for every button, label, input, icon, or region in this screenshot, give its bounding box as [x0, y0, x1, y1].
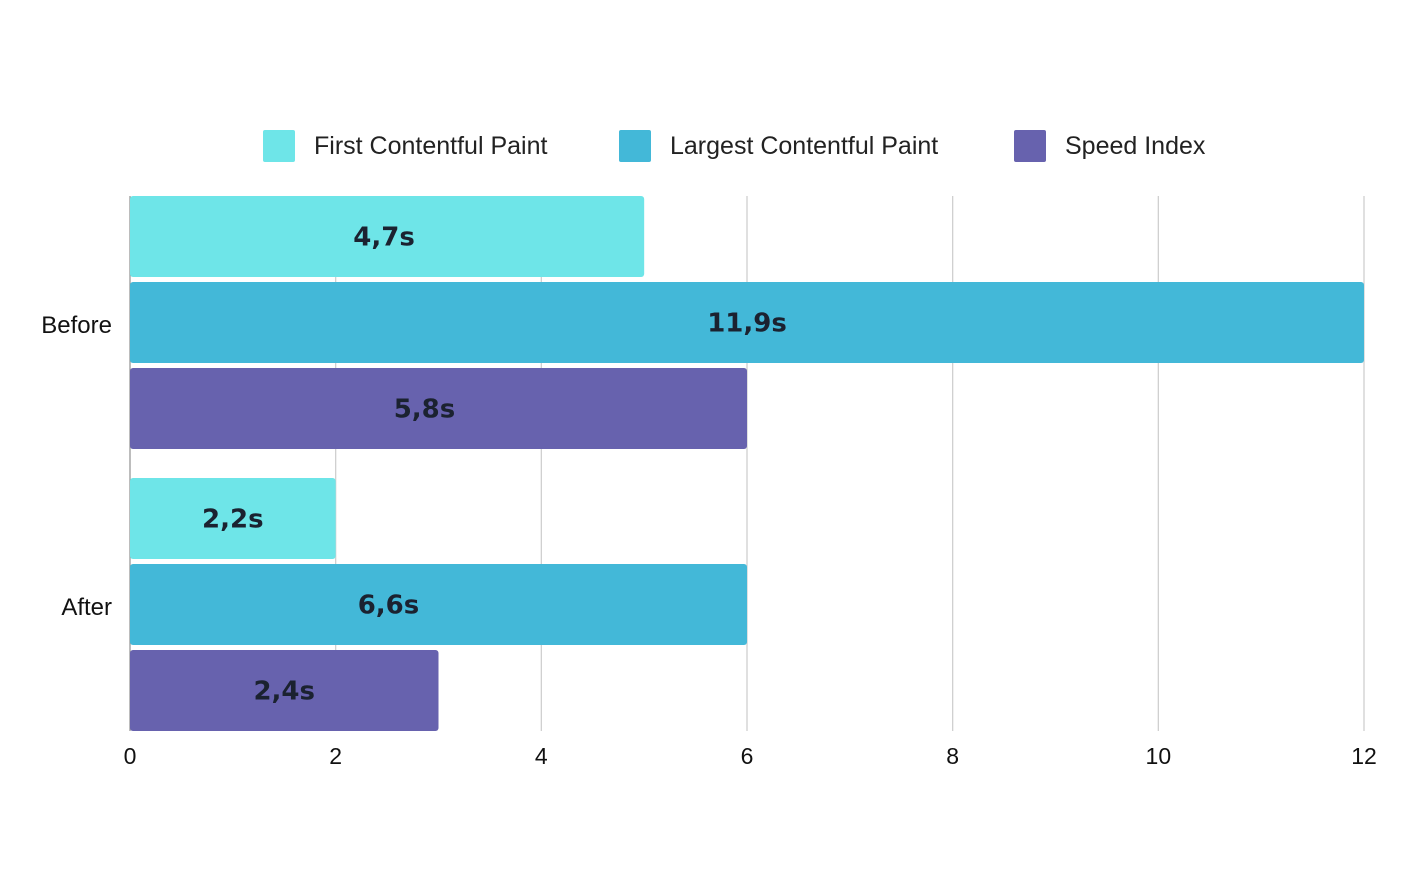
x-tick-label: 12 — [1351, 743, 1377, 769]
legend: First Contentful Paint Largest Contentful… — [263, 130, 1206, 162]
data-label: 5,8s — [394, 395, 456, 425]
x-tick-label: 8 — [946, 743, 959, 769]
x-tick-label: 2 — [329, 743, 342, 769]
bar — [130, 282, 1364, 363]
x-tick-label: 0 — [124, 743, 137, 769]
bar — [130, 650, 439, 731]
x-axis-ticks: 0 2 4 6 8 10 12 — [124, 743, 1377, 769]
category-label: After — [61, 594, 112, 621]
data-label: 2,2s — [202, 505, 264, 535]
legend-swatch — [263, 130, 295, 162]
data-label: 6,6s — [358, 591, 420, 621]
legend-label: First Contentful Paint — [314, 132, 547, 160]
bar — [130, 196, 645, 277]
bars: 4,7s 11,9s 5,8s 2,2s 6,6s 2,4s — [130, 196, 1364, 731]
x-tick-label: 6 — [741, 743, 754, 769]
data-label: 4,7s — [353, 223, 415, 253]
bar — [130, 478, 336, 559]
x-tick-label: 4 — [535, 743, 548, 769]
data-label: 11,9s — [707, 309, 787, 339]
legend-label: Largest Contentful Paint — [670, 132, 938, 160]
x-tick-label: 10 — [1146, 743, 1172, 769]
bar — [130, 564, 747, 645]
bar — [130, 368, 747, 449]
category-label: Before — [41, 312, 112, 339]
legend-swatch — [619, 130, 651, 162]
legend-swatch — [1014, 130, 1046, 162]
data-label: 2,4s — [253, 677, 315, 707]
legend-label: Speed Index — [1065, 132, 1206, 160]
category-labels: Before After — [41, 312, 112, 621]
